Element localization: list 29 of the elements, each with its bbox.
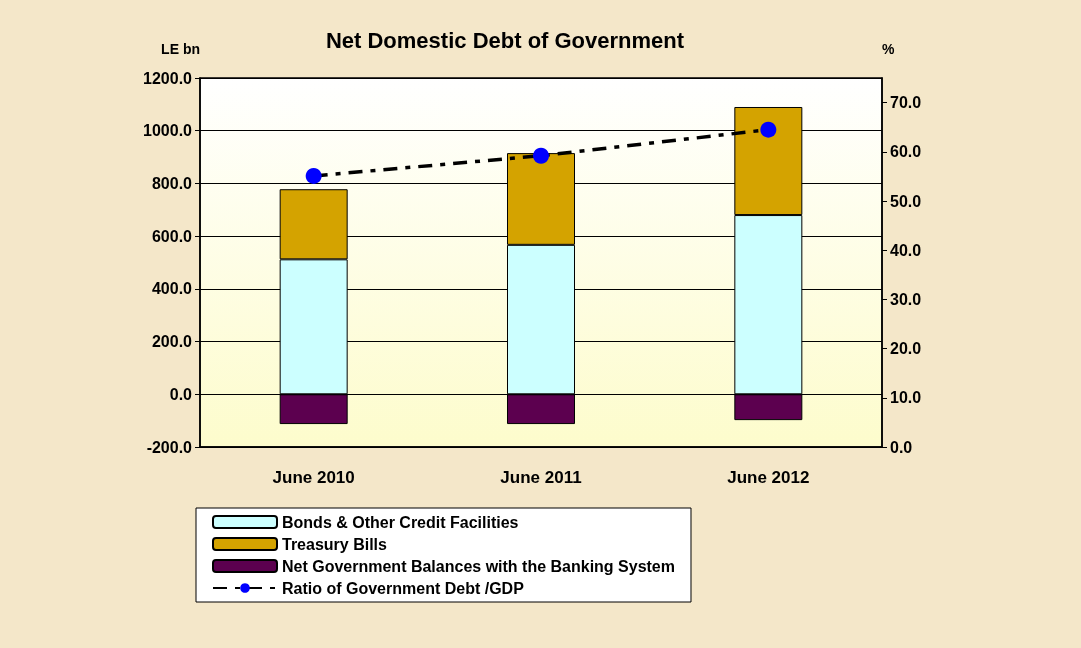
y-tick-label: 0.0 <box>169 385 193 403</box>
y-tick-label: 1000.0 <box>143 122 193 140</box>
y-tick-label: 800.0 <box>151 174 193 192</box>
chart-title: Net Domestic Debt of Government <box>325 27 685 53</box>
y2-tick-label: 10.0 <box>890 389 922 407</box>
y2-tick-label: 20.0 <box>890 340 922 358</box>
y-tick-label: 400.0 <box>151 280 193 298</box>
legend-label: Bonds & Other Credit Facilities <box>282 513 519 531</box>
point <box>533 147 549 164</box>
point <box>760 121 777 138</box>
y-tick-label: 600.0 <box>151 227 193 245</box>
y-tick-label: 200.0 <box>151 333 193 351</box>
point <box>305 167 322 184</box>
x-tick-label: June 2011 <box>500 468 582 487</box>
y-tick-label: 1200.0 <box>143 69 193 87</box>
y2-tick-label: 30.0 <box>890 290 922 308</box>
y2-tick-label: 50.0 <box>890 192 922 210</box>
y2-tick-label: 0.0 <box>890 438 913 456</box>
legend-label: Net Government Balances with the Banking System <box>282 557 675 575</box>
y2-tick-label: 40.0 <box>890 241 922 259</box>
legend-label: Ratio of Government Debt /GDP <box>282 579 525 597</box>
y2-tick-label: 60.0 <box>890 143 922 161</box>
y2-axis-title: % <box>882 41 895 57</box>
x-tick-label: June 2010 <box>272 468 355 487</box>
y-axis-title: LE bn <box>161 41 200 57</box>
legend-label: Treasury Bills <box>282 535 388 553</box>
y-tick-label: -200.0 <box>146 438 193 456</box>
x-tick-label: June 2012 <box>727 468 810 487</box>
y2-tick-label: 70.0 <box>890 94 922 112</box>
